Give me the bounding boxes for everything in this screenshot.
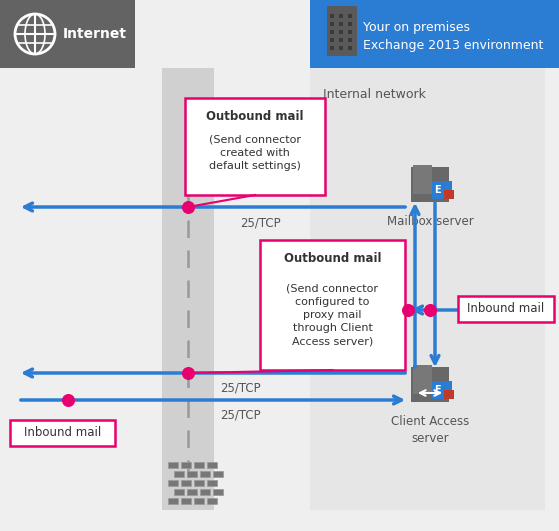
FancyBboxPatch shape (260, 240, 405, 370)
Bar (348, 38, 352, 42)
Bar (339, 22, 343, 26)
Text: Outbound mail: Outbound mail (284, 252, 381, 264)
FancyBboxPatch shape (185, 98, 325, 195)
Text: Internet: Internet (63, 27, 127, 41)
Text: Internal network: Internal network (323, 88, 426, 101)
Bar (327, 6, 357, 56)
Text: 25/TCP: 25/TCP (220, 381, 260, 395)
Bar (330, 46, 334, 50)
Text: Mailbox server: Mailbox server (387, 215, 473, 228)
Bar (181, 480, 191, 486)
Bar (187, 471, 197, 477)
Bar (413, 365, 432, 394)
Text: E: E (434, 185, 440, 195)
Text: (Send connector
created with
default settings): (Send connector created with default set… (209, 135, 301, 171)
Bar (339, 38, 343, 42)
Point (183, 203, 192, 211)
Bar (339, 14, 343, 18)
Text: E: E (434, 385, 440, 395)
Text: Inbound mail: Inbound mail (467, 303, 544, 315)
Point (183, 369, 192, 377)
Point (425, 306, 434, 314)
Bar (181, 462, 191, 468)
Text: Client Access
server: Client Access server (391, 415, 469, 445)
Bar (187, 489, 197, 495)
Text: Outbound mail: Outbound mail (206, 109, 304, 123)
Bar (411, 367, 449, 402)
Bar (194, 480, 204, 486)
Text: Inbound mail: Inbound mail (24, 426, 101, 440)
Bar (444, 390, 454, 399)
Bar (413, 165, 432, 194)
Bar (330, 14, 334, 18)
Text: 25/TCP: 25/TCP (240, 217, 280, 229)
Bar (330, 38, 334, 42)
Bar (194, 498, 204, 504)
Bar (194, 462, 204, 468)
Bar (432, 181, 452, 199)
Bar (200, 489, 210, 495)
Text: Exchange 2013 environment: Exchange 2013 environment (363, 39, 543, 53)
Bar (168, 462, 178, 468)
Bar (0, 0, 135, 68)
Bar (162, 68, 214, 510)
Bar (444, 190, 454, 199)
Text: (Send connector
configured to
proxy mail
through Client
Access server): (Send connector configured to proxy mail… (287, 284, 378, 346)
Bar (330, 22, 334, 26)
FancyBboxPatch shape (10, 420, 115, 446)
Bar (207, 462, 217, 468)
Bar (348, 14, 352, 18)
Bar (310, 0, 559, 68)
Bar (348, 46, 352, 50)
Text: Your on premises: Your on premises (363, 21, 470, 35)
Bar (207, 498, 217, 504)
Bar (339, 46, 343, 50)
Bar (411, 167, 449, 202)
Bar (310, 68, 545, 510)
FancyBboxPatch shape (458, 296, 554, 322)
Bar (432, 381, 452, 399)
Bar (181, 498, 191, 504)
Bar (330, 30, 334, 34)
Point (404, 306, 413, 314)
Bar (168, 480, 178, 486)
Bar (213, 489, 223, 495)
Text: 25/TCP: 25/TCP (220, 408, 260, 422)
Bar (174, 471, 184, 477)
Bar (207, 480, 217, 486)
Bar (213, 471, 223, 477)
Bar (348, 22, 352, 26)
Bar (168, 498, 178, 504)
Bar (174, 489, 184, 495)
Point (64, 396, 73, 404)
Bar (200, 471, 210, 477)
Bar (348, 30, 352, 34)
Bar (339, 30, 343, 34)
